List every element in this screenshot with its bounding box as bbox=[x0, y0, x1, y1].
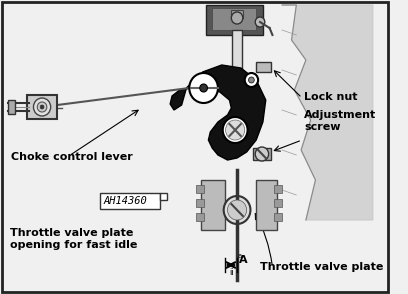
FancyBboxPatch shape bbox=[201, 180, 225, 230]
Circle shape bbox=[189, 73, 218, 103]
Circle shape bbox=[200, 84, 207, 92]
Text: Lock nut: Lock nut bbox=[304, 92, 357, 102]
Polygon shape bbox=[160, 193, 167, 200]
FancyBboxPatch shape bbox=[212, 8, 256, 30]
Circle shape bbox=[245, 73, 258, 87]
Circle shape bbox=[255, 147, 268, 161]
Circle shape bbox=[226, 120, 245, 140]
Circle shape bbox=[224, 196, 251, 224]
FancyBboxPatch shape bbox=[253, 148, 271, 160]
FancyBboxPatch shape bbox=[2, 2, 388, 292]
FancyBboxPatch shape bbox=[196, 199, 204, 207]
FancyBboxPatch shape bbox=[274, 199, 282, 207]
Text: AH14360: AH14360 bbox=[103, 196, 147, 206]
Circle shape bbox=[228, 200, 246, 220]
FancyBboxPatch shape bbox=[256, 180, 277, 230]
FancyBboxPatch shape bbox=[206, 5, 263, 35]
Circle shape bbox=[231, 12, 243, 24]
FancyBboxPatch shape bbox=[231, 10, 243, 18]
Text: A: A bbox=[239, 255, 248, 265]
FancyBboxPatch shape bbox=[274, 213, 282, 221]
FancyBboxPatch shape bbox=[232, 30, 242, 90]
Text: Choke control lever: Choke control lever bbox=[11, 152, 133, 162]
Text: Throttle valve plate
opening for fast idle: Throttle valve plate opening for fast id… bbox=[9, 228, 137, 250]
Circle shape bbox=[255, 17, 265, 27]
FancyBboxPatch shape bbox=[256, 62, 271, 72]
Circle shape bbox=[248, 77, 254, 83]
FancyBboxPatch shape bbox=[100, 193, 160, 209]
FancyBboxPatch shape bbox=[274, 185, 282, 193]
Text: Throttle valve plate: Throttle valve plate bbox=[260, 262, 384, 272]
Circle shape bbox=[33, 98, 51, 116]
FancyBboxPatch shape bbox=[27, 95, 58, 119]
Text: Adjustment
screw: Adjustment screw bbox=[304, 111, 376, 132]
Circle shape bbox=[40, 105, 44, 109]
FancyBboxPatch shape bbox=[196, 185, 204, 193]
Text: ii: ii bbox=[229, 268, 234, 277]
Circle shape bbox=[37, 102, 47, 112]
FancyBboxPatch shape bbox=[8, 100, 15, 114]
Polygon shape bbox=[170, 65, 266, 160]
Polygon shape bbox=[282, 5, 373, 220]
Text: a: a bbox=[238, 253, 242, 259]
FancyBboxPatch shape bbox=[196, 213, 204, 221]
Circle shape bbox=[223, 117, 248, 143]
